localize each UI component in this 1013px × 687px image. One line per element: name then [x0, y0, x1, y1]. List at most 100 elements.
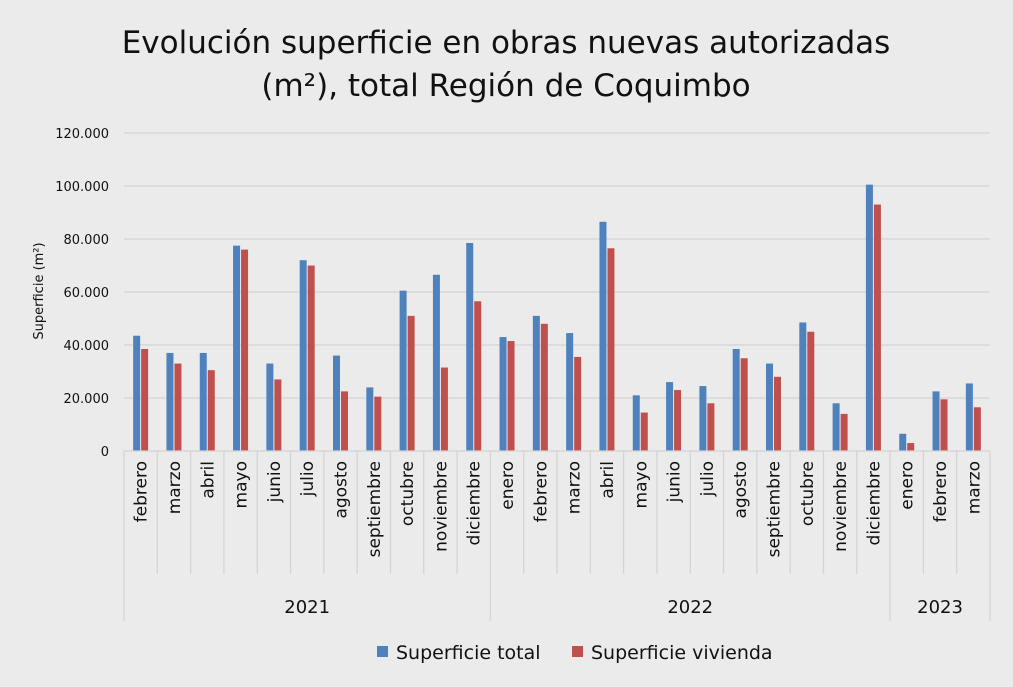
y-tick-label: 80.000 — [64, 233, 110, 248]
gridlines — [124, 132, 990, 399]
bar-vivienda — [507, 341, 515, 451]
x-tick-label: enero — [898, 461, 918, 510]
x-tick-label: abril — [598, 461, 618, 499]
x-tick-label: agosto — [332, 461, 352, 519]
bar-total — [266, 363, 274, 451]
bar-total — [566, 333, 574, 451]
bar-total — [965, 383, 973, 451]
bar-vivienda — [274, 379, 282, 451]
bar-vivienda — [307, 265, 315, 451]
y-tick-label: 0 — [101, 445, 109, 460]
x-tick-label: enero — [498, 461, 518, 510]
bar-total — [233, 245, 241, 451]
bar-total — [133, 335, 141, 451]
year-label: 2023 — [917, 597, 963, 618]
x-tick-label: marzo — [964, 461, 984, 514]
bar-vivienda — [973, 407, 981, 451]
y-tick-label: 40.000 — [64, 339, 110, 354]
x-tick-label: marzo — [165, 461, 185, 514]
bar-total — [932, 391, 940, 451]
bar-vivienda — [840, 413, 848, 451]
bar-vivienda — [341, 391, 348, 451]
bar-vivienda — [674, 390, 682, 451]
x-axis: febrero marzo abril mayo junio julio agosto sep… — [123, 450, 991, 621]
bar-total — [333, 355, 340, 451]
y-tick-labels: 0 20.000 40.000 60.000 80.000 100.000 120.000 — [55, 127, 109, 460]
bar-total — [865, 184, 873, 452]
x-tick-label: diciembre — [864, 461, 884, 545]
bar-total — [899, 433, 907, 451]
x-tick-label: septiembre — [365, 461, 385, 557]
bar-total — [299, 260, 307, 451]
year-label: 2021 — [284, 597, 330, 618]
bar-total — [532, 315, 540, 451]
bar-vivienda — [574, 356, 582, 451]
x-tick-label: febrero — [931, 461, 951, 522]
legend-label: Superficie vivienda — [591, 642, 773, 664]
bar-vivienda — [241, 249, 249, 451]
bar-vivienda — [774, 376, 781, 451]
bar-vivienda — [873, 204, 881, 451]
legend-swatch — [572, 646, 583, 657]
legend-swatch — [377, 646, 388, 657]
x-tick-label: julio — [698, 461, 718, 497]
x-tick-label: mayo — [631, 461, 651, 508]
bar-total — [466, 242, 474, 451]
bar-total — [799, 322, 807, 451]
x-tick-label: octubre — [398, 461, 418, 526]
y-tick-label: 100.000 — [55, 180, 109, 195]
bar-total — [832, 403, 840, 451]
year-label: 2022 — [667, 597, 713, 618]
x-tick-label: abril — [198, 461, 218, 499]
x-tick-label: noviembre — [431, 461, 451, 552]
bar-total — [166, 352, 174, 451]
x-tick-label: junio — [265, 461, 285, 503]
bar-total — [366, 387, 374, 451]
x-tick-label: septiembre — [765, 461, 785, 557]
bar-vivienda — [940, 399, 948, 451]
bar-total — [399, 290, 407, 451]
bar-vivienda — [474, 301, 482, 451]
bar-vivienda — [374, 396, 382, 451]
bar-total — [632, 395, 640, 451]
bar-total — [599, 221, 607, 451]
x-tick-label: febrero — [132, 461, 152, 522]
chart-title-line-2: (m²), total Región de Coquimbo — [261, 68, 750, 104]
x-tick-label: junio — [665, 461, 685, 503]
x-tick-label: febrero — [531, 461, 551, 522]
x-tick-label: marzo — [565, 461, 585, 514]
bar-total — [499, 337, 507, 451]
bar-total — [699, 386, 707, 451]
bar-total — [666, 382, 674, 451]
bar-vivienda — [807, 331, 815, 451]
bar-total — [766, 363, 773, 451]
bar-total — [432, 274, 440, 451]
x-tick-label: agosto — [731, 461, 751, 519]
chart-title-line-1: Evolución superficie en obras nuevas aut… — [122, 25, 891, 61]
y-tick-label: 120.000 — [55, 127, 109, 142]
x-tick-label: noviembre — [831, 461, 851, 552]
legend: Superficie total Superficie vivienda — [377, 642, 773, 664]
bar-vivienda — [540, 323, 548, 451]
y-tick-label: 60.000 — [64, 286, 110, 301]
bar-vivienda — [407, 315, 415, 451]
bar-vivienda — [907, 443, 915, 451]
legend-label: Superficie total — [396, 642, 541, 664]
bar-vivienda — [640, 412, 648, 451]
x-tick-label: octubre — [798, 461, 818, 526]
y-tick-label: 20.000 — [64, 392, 110, 407]
bar-total — [199, 352, 207, 451]
x-tick-label: julio — [298, 461, 318, 497]
bar-vivienda — [740, 358, 748, 451]
bar-total — [732, 348, 740, 451]
bars — [133, 184, 981, 452]
bar-vivienda — [440, 367, 448, 451]
bar-vivienda — [607, 248, 615, 451]
bar-vivienda — [141, 348, 149, 451]
y-axis-label: Superficie (m²) — [32, 242, 47, 339]
bar-vivienda — [207, 370, 215, 451]
bar-vivienda — [174, 363, 182, 451]
bar-vivienda — [707, 403, 715, 451]
x-tick-label: diciembre — [465, 461, 485, 545]
